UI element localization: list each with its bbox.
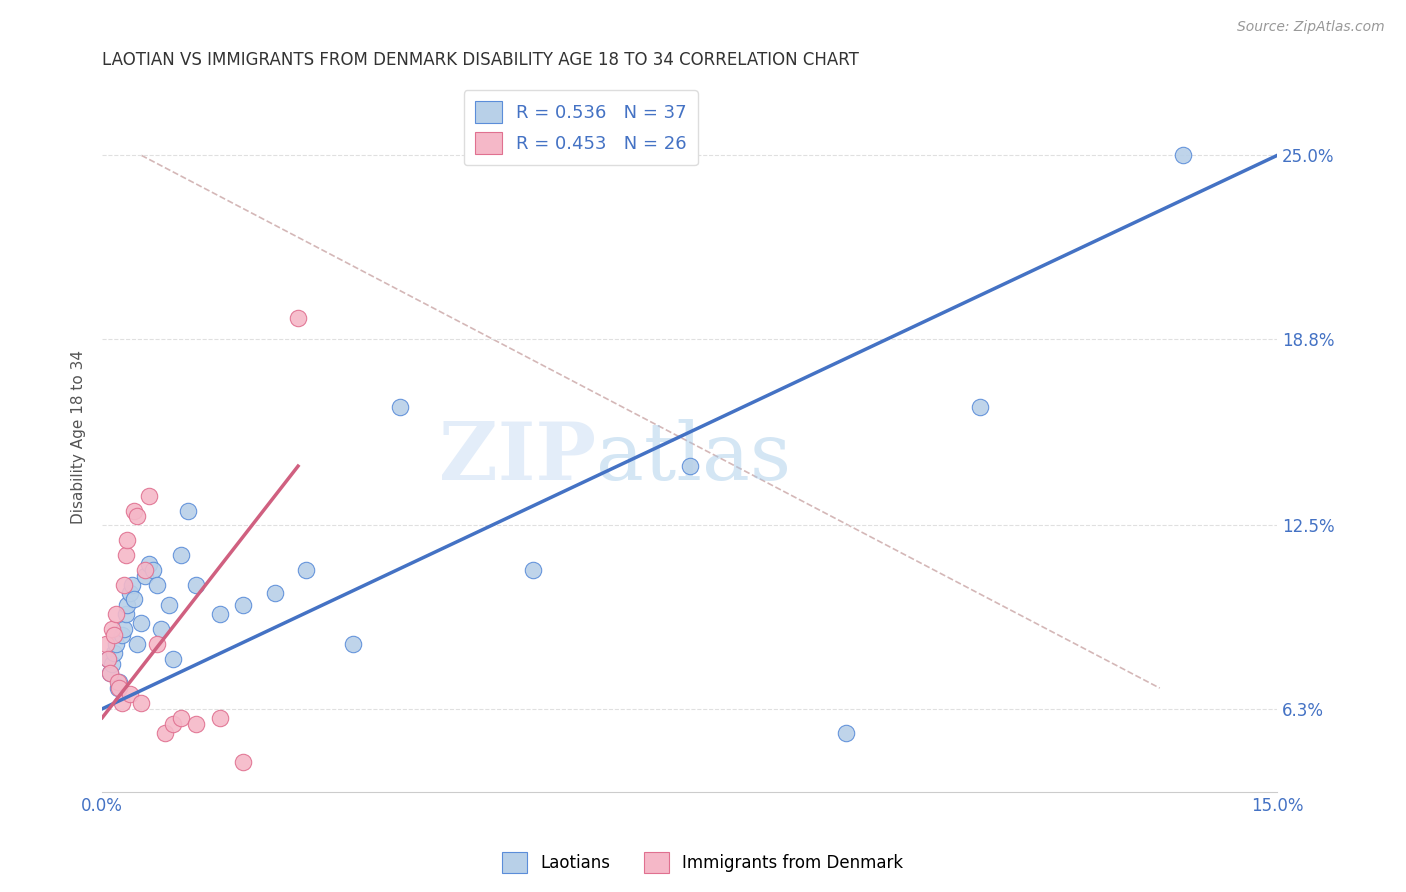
Point (263, 586, 285, 600)
Point (835, 725, 858, 739)
Point (127, 509, 149, 524)
Point (118, 687, 141, 701)
Point (177, 503, 200, 517)
Point (100, 657, 122, 672)
Point (208, 607, 231, 621)
Point (1173, 148, 1195, 162)
Point (295, 563, 318, 577)
Point (162, 651, 184, 665)
Point (522, 563, 544, 577)
Point (208, 711, 231, 725)
Point (98, 666, 121, 681)
Point (146, 577, 169, 591)
Point (162, 716, 184, 731)
Point (134, 563, 156, 577)
Point (103, 646, 125, 660)
Point (153, 725, 176, 739)
Point (157, 599, 180, 613)
Point (107, 675, 129, 690)
Point (94, 637, 117, 651)
Text: LAOTIAN VS IMMIGRANTS FROM DENMARK DISABILITY AGE 18 TO 34 CORRELATION CHART: LAOTIAN VS IMMIGRANTS FROM DENMARK DISAB… (103, 51, 859, 69)
Point (679, 459, 702, 474)
Point (388, 400, 411, 414)
Legend: Laotians, Immigrants from Denmark: Laotians, Immigrants from Denmark (496, 846, 910, 880)
Y-axis label: Disability Age 18 to 34: Disability Age 18 to 34 (72, 350, 86, 524)
Point (103, 628, 125, 642)
Text: Source: ZipAtlas.com: Source: ZipAtlas.com (1237, 20, 1385, 34)
Point (97, 651, 120, 665)
Point (142, 563, 165, 577)
Point (111, 696, 134, 710)
Point (138, 557, 160, 571)
Point (138, 489, 160, 503)
Point (117, 533, 139, 548)
Point (169, 711, 191, 725)
Point (105, 637, 128, 651)
Text: ZIP: ZIP (439, 419, 596, 497)
Point (146, 637, 169, 651)
Point (342, 637, 364, 651)
Point (186, 716, 208, 731)
Point (111, 628, 134, 642)
Point (131, 696, 153, 710)
Point (108, 675, 131, 690)
Point (97, 651, 120, 665)
Point (114, 607, 136, 621)
Point (149, 622, 172, 636)
Point (127, 637, 149, 651)
Point (107, 681, 129, 695)
Point (169, 548, 191, 562)
Point (969, 400, 991, 414)
Point (117, 599, 139, 613)
Legend: R = 0.536   N = 37, R = 0.453   N = 26: R = 0.536 N = 37, R = 0.453 N = 26 (464, 90, 697, 165)
Point (112, 622, 135, 636)
Point (98, 666, 121, 681)
Point (131, 615, 153, 630)
Point (134, 568, 156, 582)
Point (112, 577, 135, 591)
Point (232, 755, 254, 769)
Point (118, 586, 141, 600)
Point (114, 548, 136, 562)
Point (186, 577, 208, 591)
Point (121, 577, 143, 591)
Point (105, 607, 128, 621)
Point (232, 599, 254, 613)
Point (100, 622, 122, 636)
Point (108, 681, 131, 695)
Text: atlas: atlas (596, 419, 790, 497)
Point (287, 311, 309, 326)
Point (122, 503, 145, 517)
Point (122, 592, 145, 607)
